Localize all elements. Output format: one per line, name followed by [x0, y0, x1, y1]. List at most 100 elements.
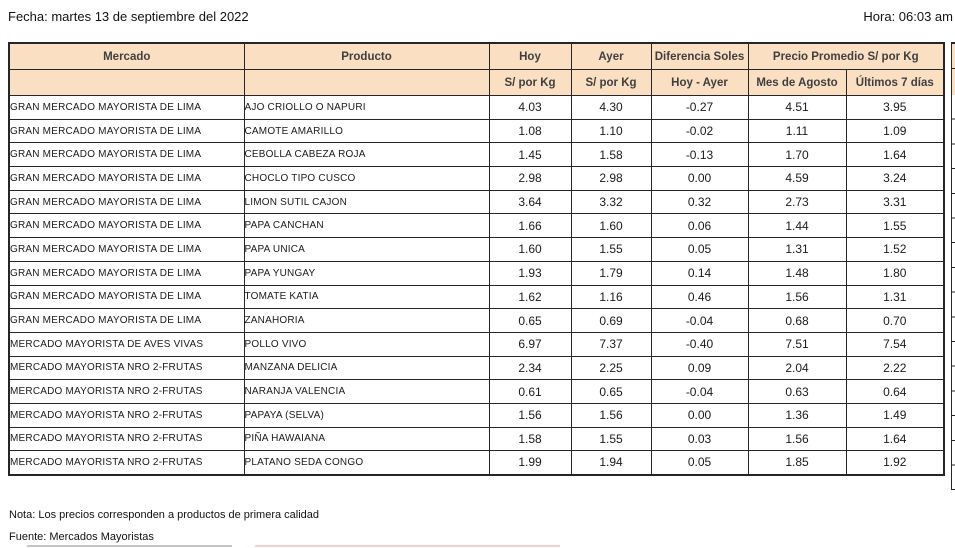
ayer-cell: 2.25 — [570, 355, 652, 381]
producto-cell: PAPA CANCHAN — [243, 213, 490, 239]
producto-cell: CEBOLLA CABEZA ROJA — [243, 142, 490, 168]
fecha-label: Fecha: martes 13 de septiembre del 2022 — [8, 9, 249, 24]
table-row: MERCADO MAYORISTA NRO 2-FRUTAS NARANJA VA… — [8, 379, 945, 404]
hoy-cell: 2.98 — [488, 166, 572, 191]
ultimos-7-dias-cell: 1.92 — [845, 450, 945, 475]
ultimos-7-dias-cell: 1.31 — [845, 284, 945, 310]
mes-de-agosto-cell: 1.31 — [747, 237, 847, 262]
table-row: MERCADO MAYORISTA NRO 2-FRUTAS PAPAYA (SE… — [8, 402, 945, 428]
ultimos-7-dias-cell: 1.55 — [845, 213, 945, 239]
mes-de-agosto-cell: 2.04 — [747, 355, 847, 381]
ayer-cell: 0.69 — [570, 308, 652, 333]
mercado-cell: GRAN MERCADO MAYORISTA DE LIMA — [8, 213, 245, 239]
diferencia-soles-cell: 0.00 — [650, 402, 749, 428]
ultimos-7-dias-cell: 1.49 — [845, 402, 945, 428]
subheader-mes-de-agosto: Mes de Agosto — [747, 69, 847, 96]
price-table-body: GRAN MERCADO MAYORISTA DE LIMA AJO CRIOLL… — [8, 95, 945, 475]
diferencia-soles-cell: -0.02 — [650, 118, 749, 144]
ayer-cell: 1.60 — [570, 213, 652, 239]
mes-de-agosto-cell: 1.44 — [747, 213, 847, 239]
ayer-cell: 1.94 — [570, 450, 652, 475]
diferencia-soles-cell: -0.27 — [650, 95, 749, 120]
diferencia-soles-cell: 0.05 — [650, 450, 749, 475]
mes-de-agosto-cell: 4.59 — [747, 166, 847, 191]
producto-cell: ZANAHORIA — [243, 308, 490, 333]
mercado-cell: MERCADO MAYORISTA NRO 2-FRUTAS — [8, 402, 245, 428]
producto-cell: CAMOTE AMARILLO — [243, 118, 490, 144]
clipped-text-remnant — [27, 545, 232, 547]
hoy-cell: 0.61 — [488, 379, 572, 404]
mercado-cell: GRAN MERCADO MAYORISTA DE LIMA — [8, 189, 245, 215]
diferencia-soles-cell: 0.09 — [650, 355, 749, 381]
mercado-cell: MERCADO MAYORISTA NRO 2-FRUTAS — [8, 450, 245, 475]
mercado-cell: MERCADO MAYORISTA NRO 2-FRUTAS — [8, 355, 245, 381]
mercado-cell: MERCADO MAYORISTA NRO 2-FRUTAS — [8, 379, 245, 404]
ultimos-7-dias-cell: 3.24 — [845, 166, 945, 191]
ultimos-7-dias-cell: 1.80 — [845, 260, 945, 286]
hoy-cell: 0.65 — [488, 308, 572, 333]
col-header-precio-promedio: Precio Promedio S/ por Kg — [747, 42, 945, 70]
mercado-cell: GRAN MERCADO MAYORISTA DE LIMA — [8, 260, 245, 286]
ayer-cell: 2.98 — [570, 166, 652, 191]
subheader-mercado-empty — [8, 69, 245, 96]
ayer-cell: 1.16 — [570, 284, 652, 310]
top-info-bar: Fecha: martes 13 de septiembre del 2022 … — [8, 9, 953, 24]
hoy-cell: 3.64 — [488, 189, 572, 215]
ultimos-7-dias-cell: 1.64 — [845, 426, 945, 452]
subheader-ultimos-7-dias: Últimos 7 días — [845, 69, 945, 96]
ayer-cell: 1.79 — [570, 260, 652, 286]
table-row: MERCADO MAYORISTA NRO 2-FRUTAS MANZANA DE… — [8, 355, 945, 381]
mes-de-agosto-cell: 4.51 — [747, 95, 847, 120]
hoy-cell: 1.62 — [488, 284, 572, 310]
table-row: GRAN MERCADO MAYORISTA DE LIMA PAPA CANCH… — [8, 213, 945, 239]
fuente-line: Fuente: Mercados Mayoristas — [9, 531, 154, 543]
col-header-ayer: Ayer — [570, 42, 652, 70]
producto-cell: LIMON SUTIL CAJON — [243, 189, 490, 215]
hora-label: Hora: 06:03 am — [863, 9, 953, 24]
ayer-cell: 3.32 — [570, 189, 652, 215]
table-row: GRAN MERCADO MAYORISTA DE LIMA AJO CRIOLL… — [8, 95, 945, 120]
hoy-cell: 1.58 — [488, 426, 572, 452]
col-header-diferencia-soles: Diferencia Soles — [650, 42, 749, 70]
col-header-producto: Producto — [243, 42, 490, 70]
table-row: GRAN MERCADO MAYORISTA DE LIMA CHOCLO TIP… — [8, 166, 945, 191]
ayer-cell: 1.55 — [570, 237, 652, 262]
producto-cell: CHOCLO TIPO CUSCO — [243, 166, 490, 191]
ultimos-7-dias-cell: 1.64 — [845, 142, 945, 168]
mercado-cell: GRAN MERCADO MAYORISTA DE LIMA — [8, 95, 245, 120]
hoy-cell: 2.34 — [488, 355, 572, 381]
hoy-cell: 6.97 — [488, 331, 572, 357]
mes-de-agosto-cell: 7.51 — [747, 331, 847, 357]
mercado-cell: MERCADO MAYORISTA DE AVES VIVAS — [8, 331, 245, 357]
table-row: MERCADO MAYORISTA NRO 2-FRUTAS PLATANO SE… — [8, 450, 945, 475]
table-row: GRAN MERCADO MAYORISTA DE LIMA CEBOLLA CA… — [8, 142, 945, 168]
ayer-cell: 1.56 — [570, 402, 652, 428]
producto-cell: POLLO VIVO — [243, 331, 490, 357]
col-header-hoy: Hoy — [488, 42, 572, 70]
mes-de-agosto-cell: 0.63 — [747, 379, 847, 404]
diferencia-soles-cell: 0.05 — [650, 237, 749, 262]
subheader-hoy-unit: S/ por Kg — [488, 69, 572, 96]
ayer-cell: 1.10 — [570, 118, 652, 144]
mes-de-agosto-cell: 0.68 — [747, 308, 847, 333]
ultimos-7-dias-cell: 1.52 — [845, 237, 945, 262]
hoy-cell: 1.66 — [488, 213, 572, 239]
mes-de-agosto-cell: 2.73 — [747, 189, 847, 215]
table-row: GRAN MERCADO MAYORISTA DE LIMA TOMATE KAT… — [8, 284, 945, 310]
mes-de-agosto-cell: 1.56 — [747, 426, 847, 452]
table-row: MERCADO MAYORISTA DE AVES VIVAS POLLO VIV… — [8, 331, 945, 357]
diferencia-soles-cell: 0.00 — [650, 166, 749, 191]
producto-cell: PAPA YUNGAY — [243, 260, 490, 286]
mercado-cell: GRAN MERCADO MAYORISTA DE LIMA — [8, 308, 245, 333]
mercado-cell: GRAN MERCADO MAYORISTA DE LIMA — [8, 166, 245, 191]
nota-line: Nota: Los precios corresponden a product… — [9, 509, 320, 521]
clipped-sliver-header — [952, 42, 955, 95]
producto-cell: PAPAYA (SELVA) — [243, 402, 490, 428]
table-row: GRAN MERCADO MAYORISTA DE LIMA CAMOTE AMA… — [8, 118, 945, 144]
diferencia-soles-cell: -0.40 — [650, 331, 749, 357]
price-table: Mercado Producto Hoy Ayer Diferencia Sol… — [8, 42, 946, 476]
subheader-ayer-unit: S/ por Kg — [570, 69, 652, 96]
clipped-adjacent-table-sliver — [951, 42, 955, 490]
hoy-cell: 1.45 — [488, 142, 572, 168]
clipped-sliver-body — [952, 95, 955, 490]
